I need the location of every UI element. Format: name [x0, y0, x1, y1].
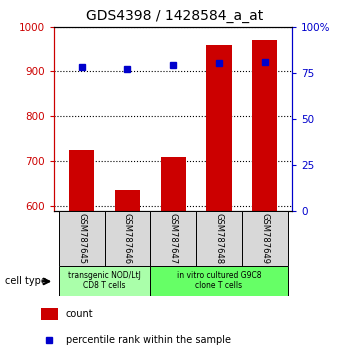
- Bar: [242, 211, 288, 266]
- Text: GSM787649: GSM787649: [260, 212, 269, 264]
- Text: GDS4398 / 1428584_a_at: GDS4398 / 1428584_a_at: [86, 9, 264, 23]
- Bar: [115, 190, 140, 211]
- Bar: [252, 40, 278, 211]
- Bar: [59, 211, 105, 266]
- Text: transgenic NOD/LtJ
CD8 T cells: transgenic NOD/LtJ CD8 T cells: [68, 271, 141, 290]
- Text: GSM787647: GSM787647: [169, 212, 178, 264]
- Text: cell type: cell type: [5, 276, 47, 286]
- Text: GSM787648: GSM787648: [215, 212, 224, 264]
- Bar: [206, 45, 232, 211]
- Bar: [196, 211, 242, 266]
- Text: GSM787646: GSM787646: [123, 212, 132, 264]
- Bar: [69, 150, 94, 211]
- Bar: [105, 211, 150, 266]
- Bar: [161, 157, 186, 211]
- Text: in vitro cultured G9C8
clone T cells: in vitro cultured G9C8 clone T cells: [177, 271, 261, 290]
- Text: count: count: [66, 309, 93, 319]
- Bar: [150, 211, 196, 266]
- Bar: [59, 266, 150, 296]
- Text: GSM787645: GSM787645: [77, 212, 86, 264]
- Bar: [150, 266, 288, 296]
- Bar: [41, 308, 58, 320]
- Text: percentile rank within the sample: percentile rank within the sample: [66, 335, 231, 345]
